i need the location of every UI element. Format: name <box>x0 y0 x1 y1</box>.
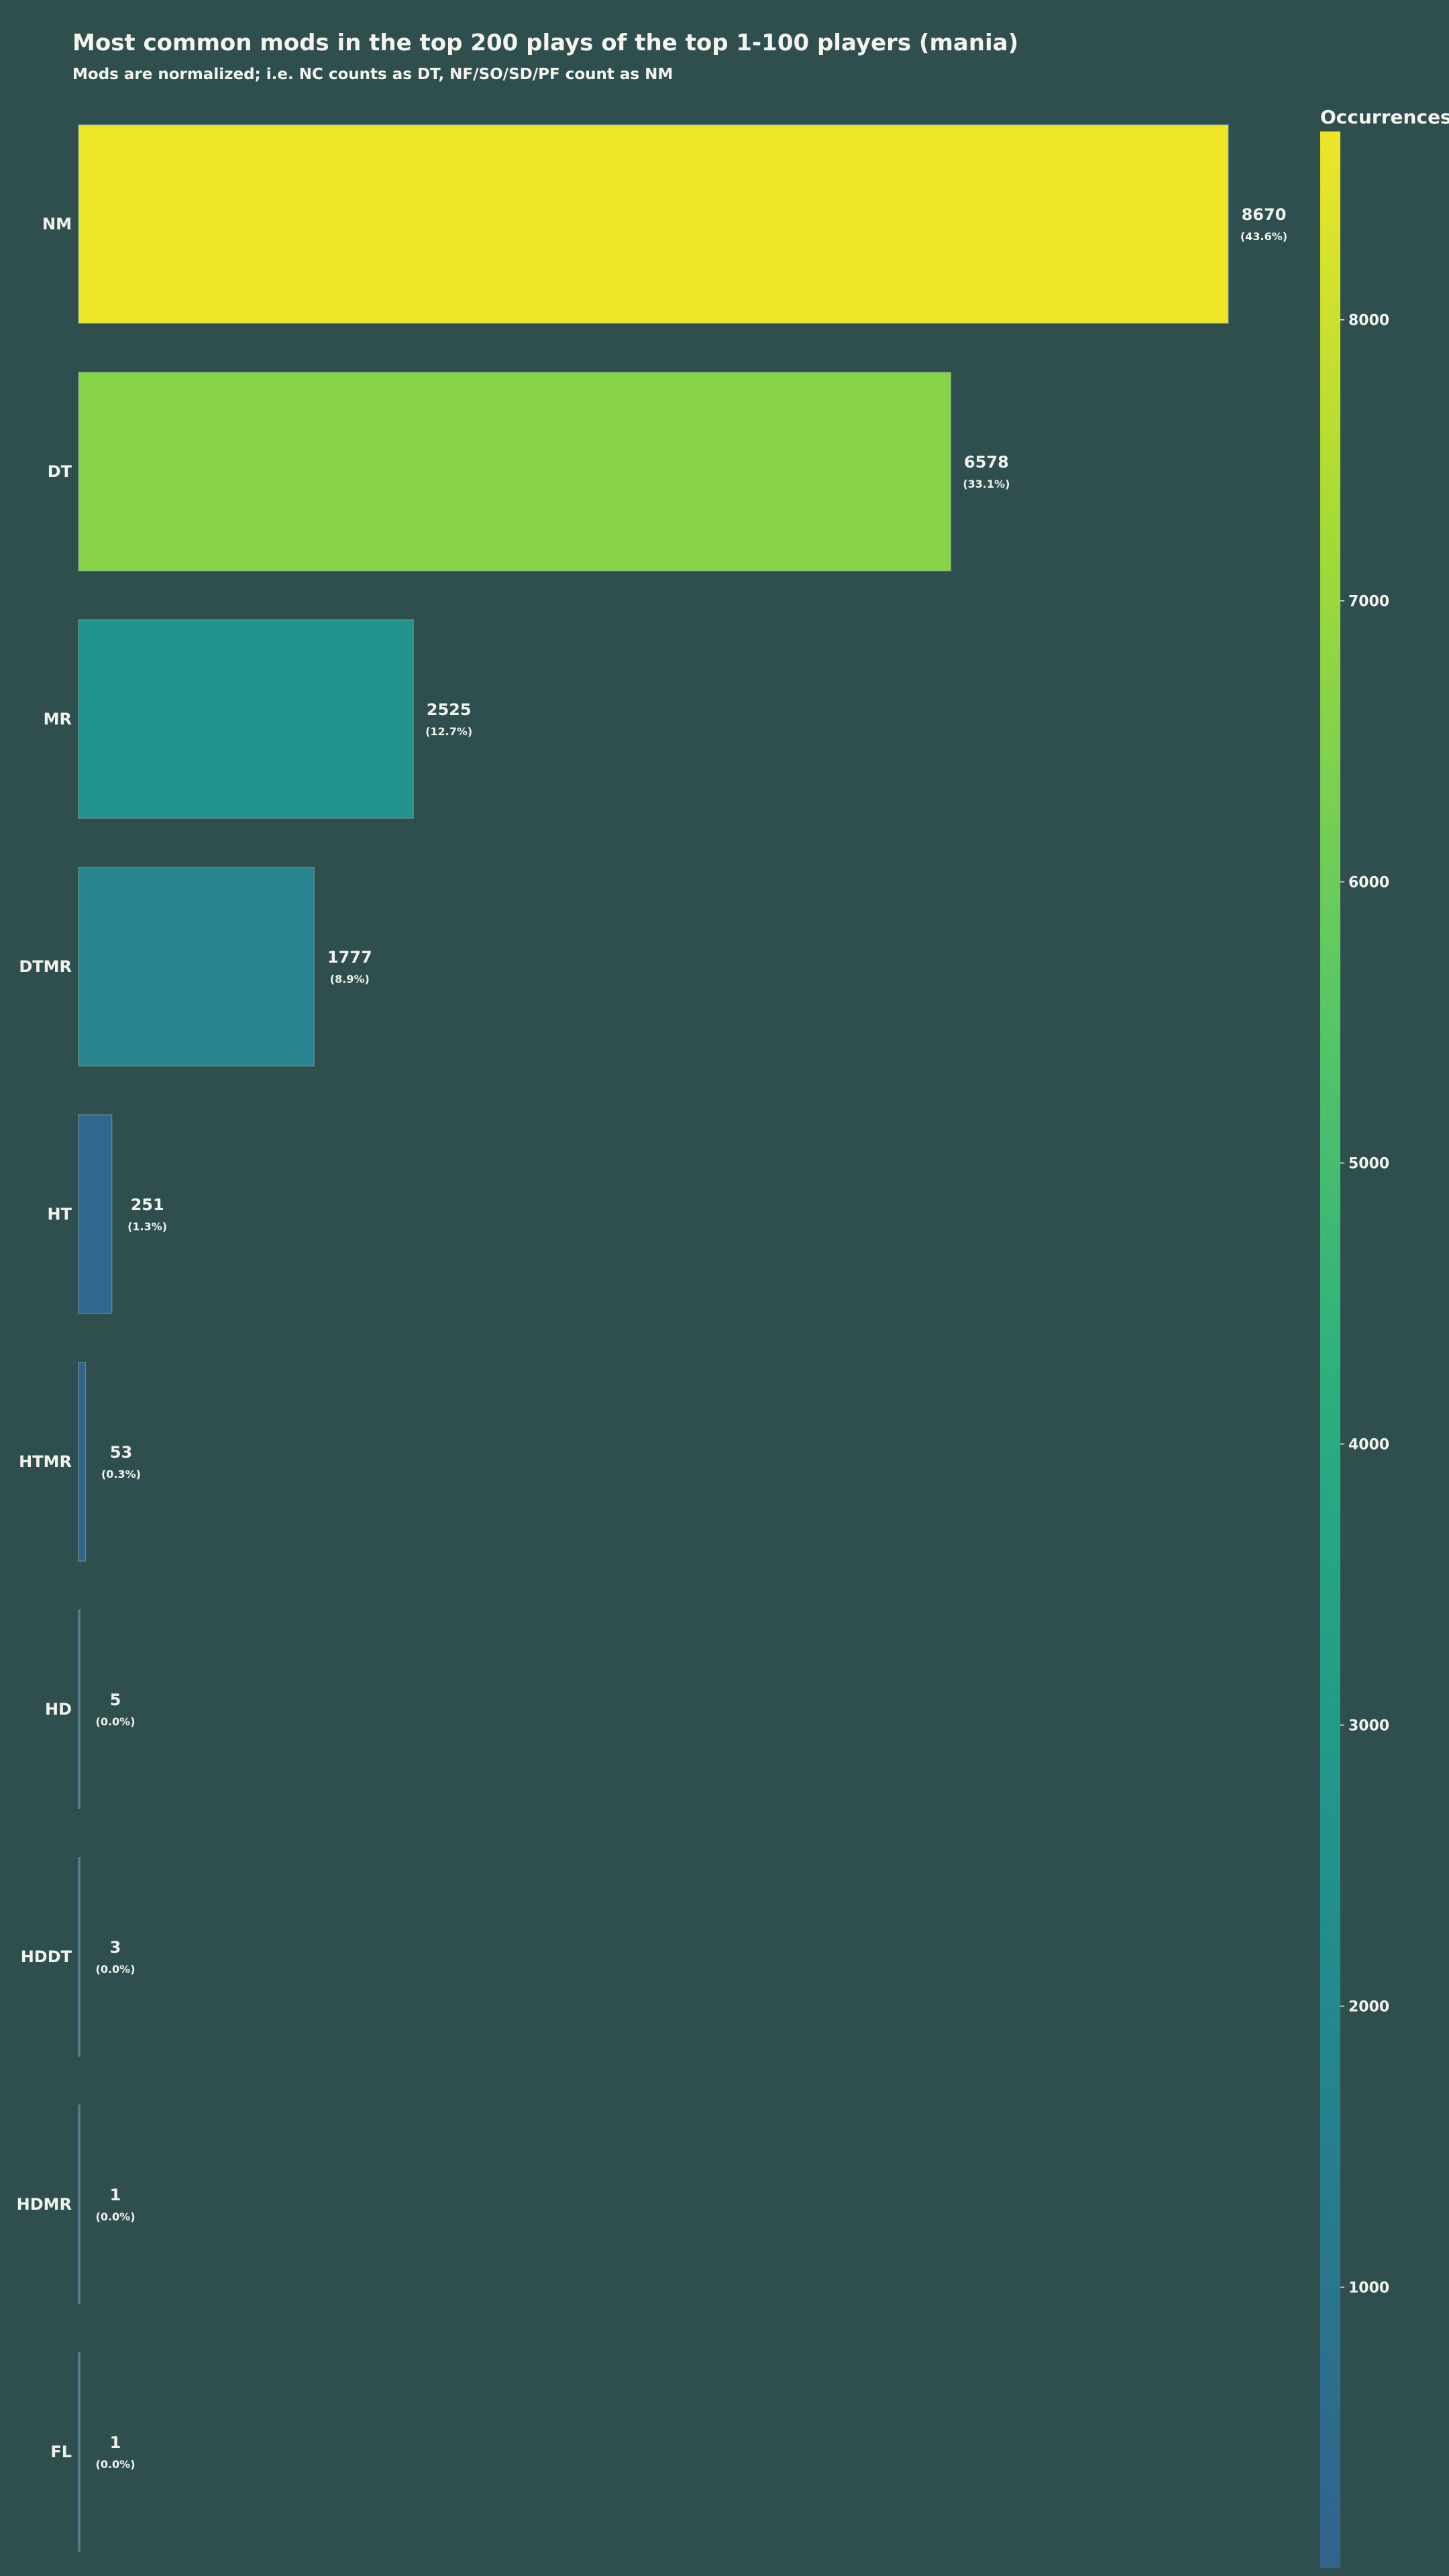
colorbar-tick-label: 2000 <box>1348 1998 1389 2015</box>
value-label: 2525 <box>427 700 472 719</box>
percent-label: (0.3%) <box>101 1468 141 1481</box>
bar-hdmr <box>78 2104 80 2304</box>
percent-label: (8.9%) <box>330 973 370 985</box>
category-label: HDMR <box>17 2195 72 2214</box>
category-label: HTMR <box>19 1452 72 1471</box>
category-label: HT <box>48 1205 72 1224</box>
category-label: HD <box>45 1700 72 1719</box>
colorbar-tick-label: 1000 <box>1348 2279 1389 2296</box>
category-label: NM <box>42 215 72 233</box>
colorbar-tick-label: 4000 <box>1348 1437 1389 1454</box>
bar-hd <box>78 1609 80 1809</box>
colorbar-title: Occurrences <box>1320 106 1449 128</box>
category-label: MR <box>44 710 72 729</box>
percent-label: (1.3%) <box>127 1220 167 1233</box>
value-label: 8670 <box>1242 205 1287 224</box>
value-label: 3 <box>110 1938 121 1957</box>
bar-dt <box>78 372 952 572</box>
value-label: 1 <box>110 2433 121 2452</box>
percent-label: (0.0%) <box>96 1963 136 1976</box>
value-label: 5 <box>110 1690 121 1709</box>
colorbar-tick-label: 5000 <box>1348 1156 1389 1173</box>
chart-title: Most common mods in the top 200 plays of… <box>72 30 1019 56</box>
percent-label: (12.7%) <box>425 725 472 738</box>
colorbar-tick-label: 8000 <box>1348 313 1389 329</box>
category-label: DT <box>48 462 72 481</box>
value-label: 1 <box>110 2186 121 2204</box>
bar-ht <box>78 1114 113 1314</box>
percent-label: (0.0%) <box>96 1715 136 1728</box>
percent-label: (0.0%) <box>96 2210 136 2223</box>
bar-dtmr <box>78 867 315 1067</box>
percent-label: (0.0%) <box>96 2458 136 2471</box>
colorbar-tick-label: 3000 <box>1348 1718 1389 1735</box>
colorbar-gradient <box>1320 131 1340 2568</box>
value-label: 53 <box>110 1443 132 1462</box>
percent-label: (33.1%) <box>963 478 1010 490</box>
category-label: HDDT <box>21 1947 72 1966</box>
category-label: FL <box>50 2443 72 2461</box>
colorbar-tick-label: 7000 <box>1348 594 1389 610</box>
bar-mr <box>78 619 414 819</box>
chart-subtitle: Mods are normalized; i.e. NC counts as D… <box>72 66 674 83</box>
bar-nm <box>78 124 1229 324</box>
bar-fl <box>78 2352 80 2552</box>
percent-label: (43.6%) <box>1240 230 1287 243</box>
value-label: 1777 <box>327 948 372 967</box>
category-label: DTMR <box>19 957 72 976</box>
bar-htmr <box>78 1362 87 1562</box>
value-label: 6578 <box>964 453 1009 472</box>
value-label: 251 <box>131 1195 164 1214</box>
colorbar-tick-label: 6000 <box>1348 875 1389 892</box>
bar-hddt <box>78 1857 80 2057</box>
